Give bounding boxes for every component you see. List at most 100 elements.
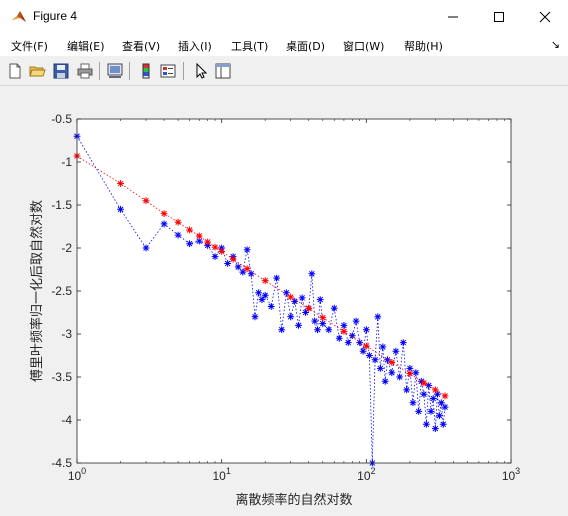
close-icon — [539, 11, 551, 23]
data-point — [142, 244, 150, 252]
menu-window[interactable]: 窗口(W) — [343, 40, 385, 53]
x-tick-label: 102 — [357, 466, 375, 483]
data-point — [239, 268, 247, 276]
menu-bar: 文件(F) 编辑(E) 查看(V) 插入(I) 工具(T) 桌面(D) 窗口(W… — [0, 34, 568, 56]
colorbar-button[interactable] — [137, 62, 155, 80]
data-point — [388, 358, 396, 366]
toolbar-separator — [99, 62, 100, 80]
x-tick-label: 100 — [68, 466, 86, 483]
data-point — [117, 180, 124, 187]
data-point — [330, 304, 338, 312]
data-point — [298, 294, 306, 302]
y-axis-label: 傅里叶频率归一化后取自然对数 — [29, 200, 44, 382]
data-point — [258, 296, 266, 303]
menu-insert[interactable]: 插入(I) — [178, 40, 212, 53]
data-point — [403, 386, 411, 394]
colorbar-icon — [142, 63, 150, 79]
data-point — [374, 313, 382, 321]
data-point — [308, 270, 316, 278]
data-point — [195, 237, 203, 245]
data-point — [261, 291, 269, 299]
menu-file[interactable]: 文件(F) — [11, 40, 48, 53]
data-point — [431, 386, 439, 394]
print-icon — [77, 63, 93, 79]
series-line — [76, 135, 446, 464]
pointer-button[interactable] — [192, 62, 210, 80]
data-point — [247, 270, 255, 278]
data-point — [295, 322, 302, 329]
save-icon — [53, 63, 69, 79]
y-tick-label: -1 — [61, 155, 72, 169]
data-point — [291, 297, 299, 305]
chart[interactable]: -4.5 -4 -3.5 -3 -2.5 -2 -1.5 -1 -0.5 100 101 102 103… — [0, 86, 568, 512]
data-point — [335, 334, 343, 342]
data-point — [218, 248, 226, 255]
data-point — [273, 274, 281, 282]
data-point — [234, 263, 242, 271]
data-point — [302, 309, 309, 316]
data-point — [429, 395, 437, 402]
data-point — [392, 347, 400, 355]
open-file-icon — [29, 66, 46, 77]
maximize-button[interactable] — [476, 0, 522, 34]
data-point — [174, 231, 182, 239]
data-point — [409, 399, 417, 407]
link-plot-button[interactable] — [106, 62, 124, 80]
data-point — [422, 420, 430, 428]
toolbar-separator — [129, 62, 130, 80]
data-point — [287, 313, 295, 321]
series-1 — [73, 152, 449, 400]
open-file-button[interactable] — [28, 62, 46, 80]
data-point — [325, 326, 333, 334]
menu-edit[interactable]: 编辑(E) — [67, 40, 105, 53]
menu-help[interactable]: 帮助(H) — [404, 40, 443, 53]
data-point — [417, 377, 425, 385]
data-point — [399, 339, 407, 346]
menu-view[interactable]: 查看(V) — [122, 40, 161, 53]
data-point — [229, 255, 237, 263]
new-figure-button[interactable] — [6, 62, 24, 80]
data-point — [117, 205, 124, 213]
data-point — [186, 226, 193, 234]
figure-canvas: -4.5 -4 -3.5 -3 -2.5 -2 -1.5 -1 -0.5 100 101 102 103… — [0, 86, 568, 512]
series-0 — [73, 132, 449, 467]
y-tick-label: -1.5 — [51, 198, 72, 212]
data-point — [437, 399, 445, 407]
data-point — [305, 304, 313, 312]
minimize-button[interactable] — [430, 0, 476, 34]
new-figure-icon — [9, 63, 21, 79]
menu-desktop[interactable]: 桌面(D) — [286, 40, 326, 53]
plot-frame — [76, 118, 512, 464]
property-editor-button[interactable] — [214, 62, 232, 80]
x-tick-label: 101 — [212, 466, 230, 483]
data-point — [316, 296, 324, 303]
data-point — [434, 390, 441, 398]
menu-tools[interactable]: 工具(T) — [231, 40, 269, 53]
data-point — [251, 313, 259, 321]
title-bar: Figure 4 — [0, 0, 568, 34]
data-point — [224, 260, 232, 267]
link-plot-icon — [107, 63, 123, 78]
data-point — [441, 403, 449, 411]
menu-overflow-icon[interactable]: ↘ — [550, 38, 560, 51]
plot-area — [77, 119, 511, 463]
data-point — [314, 326, 321, 334]
y-tick-label: -2.5 — [51, 284, 72, 298]
data-point — [406, 370, 414, 377]
legend-button[interactable] — [159, 62, 177, 80]
data-point — [278, 326, 286, 334]
data-point — [436, 412, 443, 420]
print-button[interactable] — [76, 62, 94, 80]
toolbar — [0, 57, 568, 86]
close-button[interactable] — [522, 0, 568, 34]
data-point — [142, 197, 150, 205]
data-point — [362, 342, 370, 350]
data-point — [211, 243, 219, 251]
tick-labels: -4.5 -4 -3.5 -3 -2.5 -2 -1.5 -1 -0.5 100 101 102 103 — [51, 112, 520, 483]
data-point — [174, 218, 182, 226]
window-title: Figure 4 — [33, 9, 78, 23]
data-point — [359, 347, 367, 355]
save-button[interactable] — [52, 62, 70, 80]
pointer-icon — [196, 62, 208, 79]
data-point — [441, 392, 449, 400]
